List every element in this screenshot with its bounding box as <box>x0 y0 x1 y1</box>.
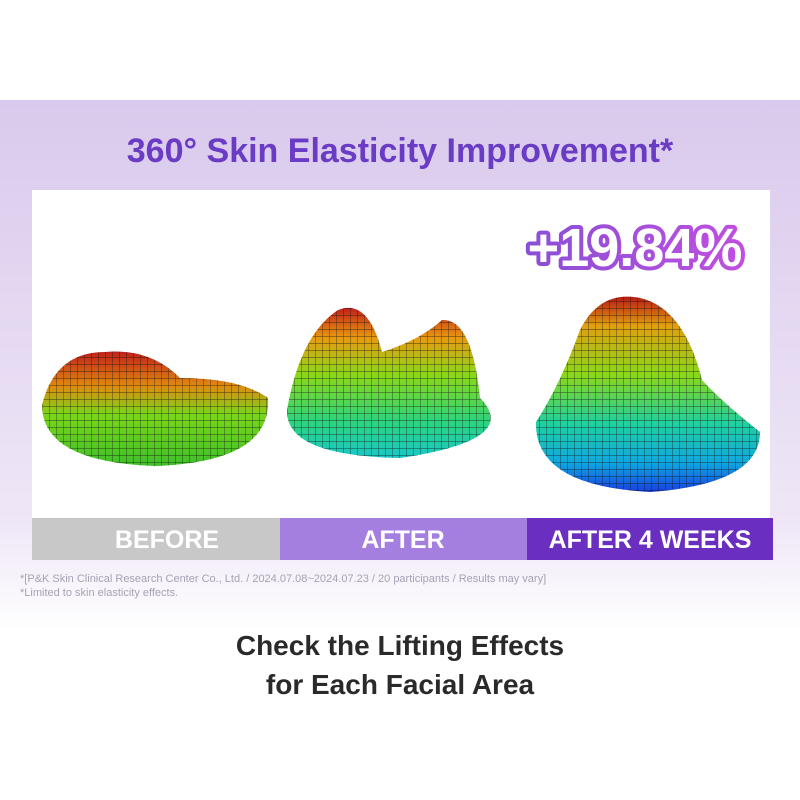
title: 360° Skin Elasticity Improvement* <box>127 132 674 170</box>
footer-heading: Check the Lifting Effects <box>236 630 564 661</box>
stage-label: AFTER 4 WEEKS <box>549 526 752 554</box>
mesh-before <box>42 351 269 466</box>
mesh-after <box>286 307 491 458</box>
footer-heading: for Each Facial Area <box>266 669 535 700</box>
mesh-after-4-weeks <box>535 296 760 492</box>
label-bg-after-4-weeks <box>527 518 773 560</box>
label-bg-before <box>32 518 280 560</box>
stage-label: AFTER <box>361 526 444 554</box>
footnote: *Limited to skin elasticity effects. <box>20 587 178 599</box>
badge: +19.84% <box>528 218 743 278</box>
label-bg-after <box>280 518 527 560</box>
footnote: *[P&K Skin Clinical Research Center Co.,… <box>20 573 546 585</box>
stage-label: BEFORE <box>115 526 219 554</box>
